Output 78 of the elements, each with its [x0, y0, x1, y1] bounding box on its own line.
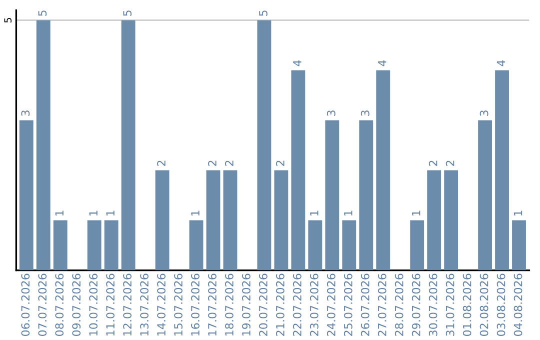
x-tick-label: 10.07.2026: [89, 274, 98, 336]
x-tick-label: 19.07.2026: [242, 274, 250, 336]
x-tick-label: 17.07.2026: [208, 274, 216, 336]
bar: [376, 70, 390, 270]
bar: [427, 170, 442, 270]
bar: [223, 170, 238, 270]
bar: [19, 120, 34, 270]
data-label: 1: [89, 210, 98, 216]
x-tick-label: 13.07.2026: [140, 274, 149, 336]
data-label: 1: [191, 210, 200, 216]
data-label: 2: [157, 160, 166, 166]
bar: [325, 120, 340, 270]
x-tick-label: 25.07.2026: [344, 274, 352, 336]
data-label: 3: [360, 110, 370, 116]
bar: [291, 70, 306, 270]
data-label: 5: [38, 10, 47, 16]
x-tick-label: 04.08.2026: [514, 274, 522, 336]
data-label: 5: [259, 10, 268, 16]
data-label: 3: [326, 110, 336, 116]
bar: [104, 220, 118, 270]
data-label: 2: [428, 160, 438, 166]
x-tick-label: 08.07.2026: [55, 274, 64, 336]
bar: [87, 220, 102, 270]
data-label: 4: [496, 60, 506, 66]
x-tick-label: 07.07.2026: [38, 274, 47, 336]
x-tick-label: 20.07.2026: [259, 274, 268, 336]
x-tick-label: 21.07.2026: [276, 274, 284, 336]
bar: [359, 120, 374, 270]
x-tick-label: 23.07.2026: [310, 274, 318, 336]
data-label: 2: [276, 160, 284, 166]
bar: [342, 220, 356, 270]
x-tick-label: 29.07.2026: [412, 274, 420, 336]
bar: [410, 220, 424, 270]
x-tick-label: 12.07.2026: [123, 274, 132, 336]
x-tick-label: 02.08.2026: [480, 274, 488, 336]
bar: [512, 220, 526, 270]
bar: [189, 220, 204, 270]
data-label: 1: [514, 210, 522, 216]
data-label: 2: [208, 160, 216, 166]
x-tick-label: 16.07.2026: [191, 274, 200, 336]
x-tick-label: 14.07.2026: [157, 274, 166, 336]
x-tick-label: 09.07.2026: [72, 274, 81, 336]
bar: [257, 20, 272, 270]
bar: [36, 20, 50, 270]
x-tick-label: 28.07.2026: [394, 274, 404, 336]
bar: [274, 170, 288, 270]
x-tick-label: 11.07.2026: [106, 274, 115, 336]
data-label: 4: [378, 60, 386, 66]
data-label: 2: [225, 160, 234, 166]
bar: [478, 120, 492, 270]
data-label: 1: [106, 210, 114, 216]
data-label: 1: [55, 210, 64, 216]
x-tick-label: 31.07.2026: [446, 274, 454, 336]
bar: [121, 20, 136, 270]
data-label: 1: [412, 210, 420, 216]
x-tick-label: 18.07.2026: [225, 274, 234, 336]
bar: [53, 220, 68, 270]
x-tick-label: 22.07.2026: [293, 274, 302, 336]
bar: [444, 170, 458, 270]
bar: [206, 170, 220, 270]
data-label: 3: [480, 110, 488, 116]
bar: [495, 70, 509, 270]
bar: [155, 170, 170, 270]
x-tick-label: 03.08.2026: [496, 274, 506, 336]
data-label: 3: [21, 110, 30, 116]
x-tick-label: 24.07.2026: [326, 274, 336, 336]
x-tick-label: 06.07.2026: [21, 274, 30, 336]
x-tick-label: 26.07.2026: [360, 274, 370, 336]
x-tick-label: 15.07.2026: [174, 274, 182, 336]
data-label: 5: [123, 10, 132, 16]
x-tick-label: 30.07.2026: [428, 274, 438, 336]
x-tick-label: 01.08.2026: [462, 274, 472, 336]
x-tick-label: 27.07.2026: [378, 274, 386, 336]
data-label: 1: [310, 210, 318, 216]
data-label: 1: [344, 210, 352, 216]
bar: [308, 220, 322, 270]
data-label: 2: [446, 160, 454, 166]
data-label: 4: [293, 60, 302, 66]
